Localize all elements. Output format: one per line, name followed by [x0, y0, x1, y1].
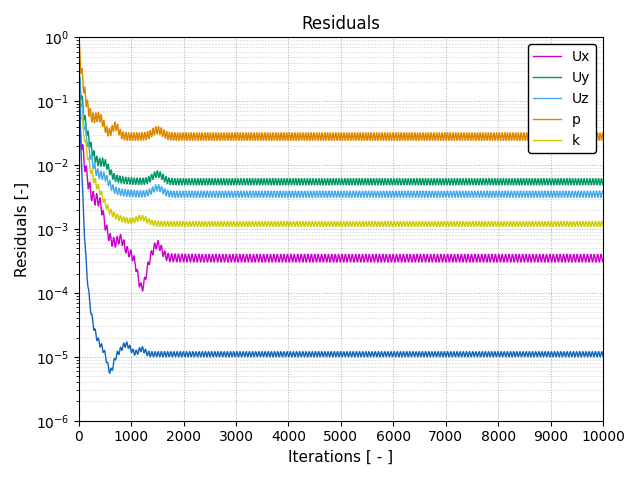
Ux [106, 231, 114, 237]
Y-axis label: Residuals [-]: Residuals [-] [15, 181, 30, 276]
k [178, 223, 186, 229]
Ux [139, 288, 147, 294]
omega_line [97, 344, 104, 349]
Uz [332, 189, 339, 194]
Uy [77, 96, 85, 101]
Uy [178, 181, 186, 187]
p [106, 130, 114, 135]
p [332, 133, 339, 139]
Ux [76, 116, 83, 121]
omega_line [106, 371, 113, 376]
Ux [75, 118, 83, 123]
k [197, 224, 205, 229]
p [76, 39, 83, 45]
Uy [332, 180, 339, 186]
Ux [97, 198, 104, 204]
p [599, 130, 607, 136]
Uy [106, 171, 114, 177]
Uy [97, 161, 104, 167]
Uz [178, 194, 186, 200]
Ux [178, 252, 186, 257]
Line: Uy: Uy [79, 70, 603, 185]
omega_line [77, 151, 85, 157]
Uz [97, 169, 104, 175]
Ux [77, 144, 85, 150]
Line: k: k [79, 90, 603, 227]
Uz [572, 188, 579, 194]
omega_line [599, 353, 607, 359]
Legend: Ux, Uy, Uz, p, k: Ux, Uy, Uz, p, k [528, 44, 596, 153]
omega_line [75, 54, 83, 60]
Uy [76, 67, 83, 73]
Line: omega_line: omega_line [79, 57, 603, 373]
Uy [572, 176, 579, 181]
Uz [106, 179, 114, 184]
Line: Ux: Ux [79, 119, 603, 291]
omega_line [332, 351, 339, 357]
k [75, 87, 83, 93]
Uz [187, 194, 195, 200]
omega_line [572, 353, 579, 359]
k [332, 221, 339, 227]
k [97, 191, 104, 197]
Ux [572, 259, 579, 265]
Uz [76, 72, 83, 78]
Text: omega: omega [535, 133, 572, 146]
p [75, 41, 83, 47]
k [77, 114, 85, 120]
Ux [599, 259, 607, 264]
Uy [75, 68, 83, 74]
k [75, 87, 83, 93]
p [77, 70, 85, 76]
k [599, 223, 607, 229]
p [178, 137, 186, 143]
Uy [175, 182, 183, 188]
Uy [599, 182, 607, 188]
Title: Residuals: Residuals [301, 15, 380, 33]
k [572, 223, 579, 229]
Ux [332, 252, 339, 257]
omega_line [178, 354, 186, 360]
k [106, 209, 114, 215]
Line: Uz: Uz [79, 75, 603, 197]
omega_line [106, 369, 114, 374]
p [97, 116, 104, 121]
Uz [75, 73, 83, 79]
p [572, 131, 579, 137]
Uz [77, 103, 85, 109]
Line: p: p [79, 42, 603, 140]
Uz [599, 190, 607, 195]
p [194, 137, 202, 143]
X-axis label: Iterations [ - ]: Iterations [ - ] [289, 450, 394, 465]
